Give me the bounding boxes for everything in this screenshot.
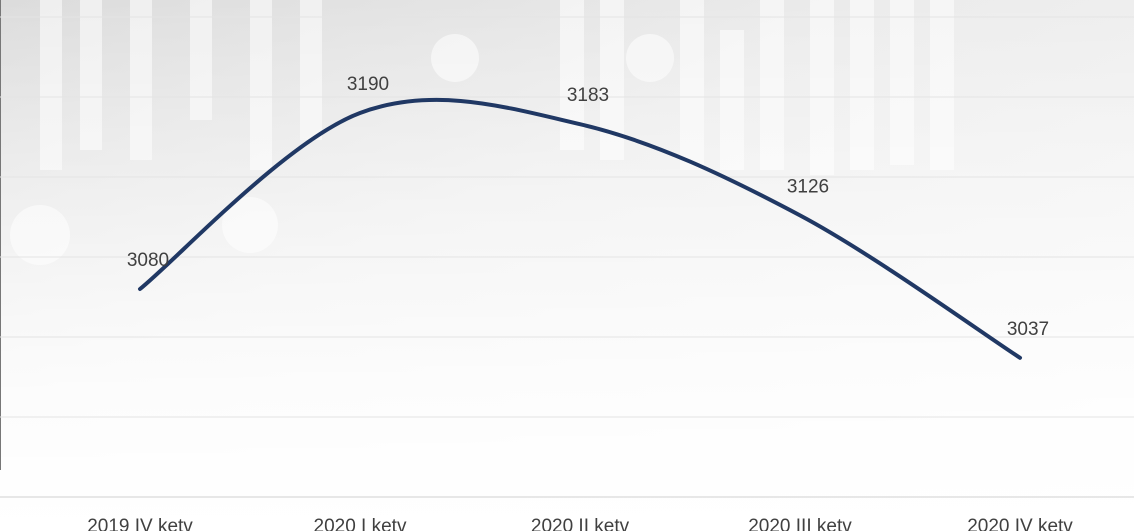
data-label: 3126 bbox=[787, 176, 829, 197]
x-tick-label: 2019 IV ketv bbox=[87, 516, 193, 531]
x-tick-label: 2020 IV ketv bbox=[967, 516, 1073, 531]
data-label: 3183 bbox=[567, 85, 609, 106]
x-tick-label: 2020 I ketv bbox=[314, 516, 407, 531]
x-tick-label: 2020 II ketv bbox=[531, 516, 630, 531]
background-fade bbox=[0, 0, 1134, 531]
data-label: 3080 bbox=[127, 250, 169, 271]
x-tick-label: 2020 III ketv bbox=[748, 516, 852, 531]
page: {"chart_data": {"type": "line", "categor… bbox=[0, 0, 1134, 531]
chart: 2019 IV ketv 2020 I ketv 2020 II ketv 2020 … bbox=[0, 0, 1134, 531]
data-label: 3037 bbox=[1007, 319, 1049, 340]
data-label: 3190 bbox=[347, 74, 389, 95]
